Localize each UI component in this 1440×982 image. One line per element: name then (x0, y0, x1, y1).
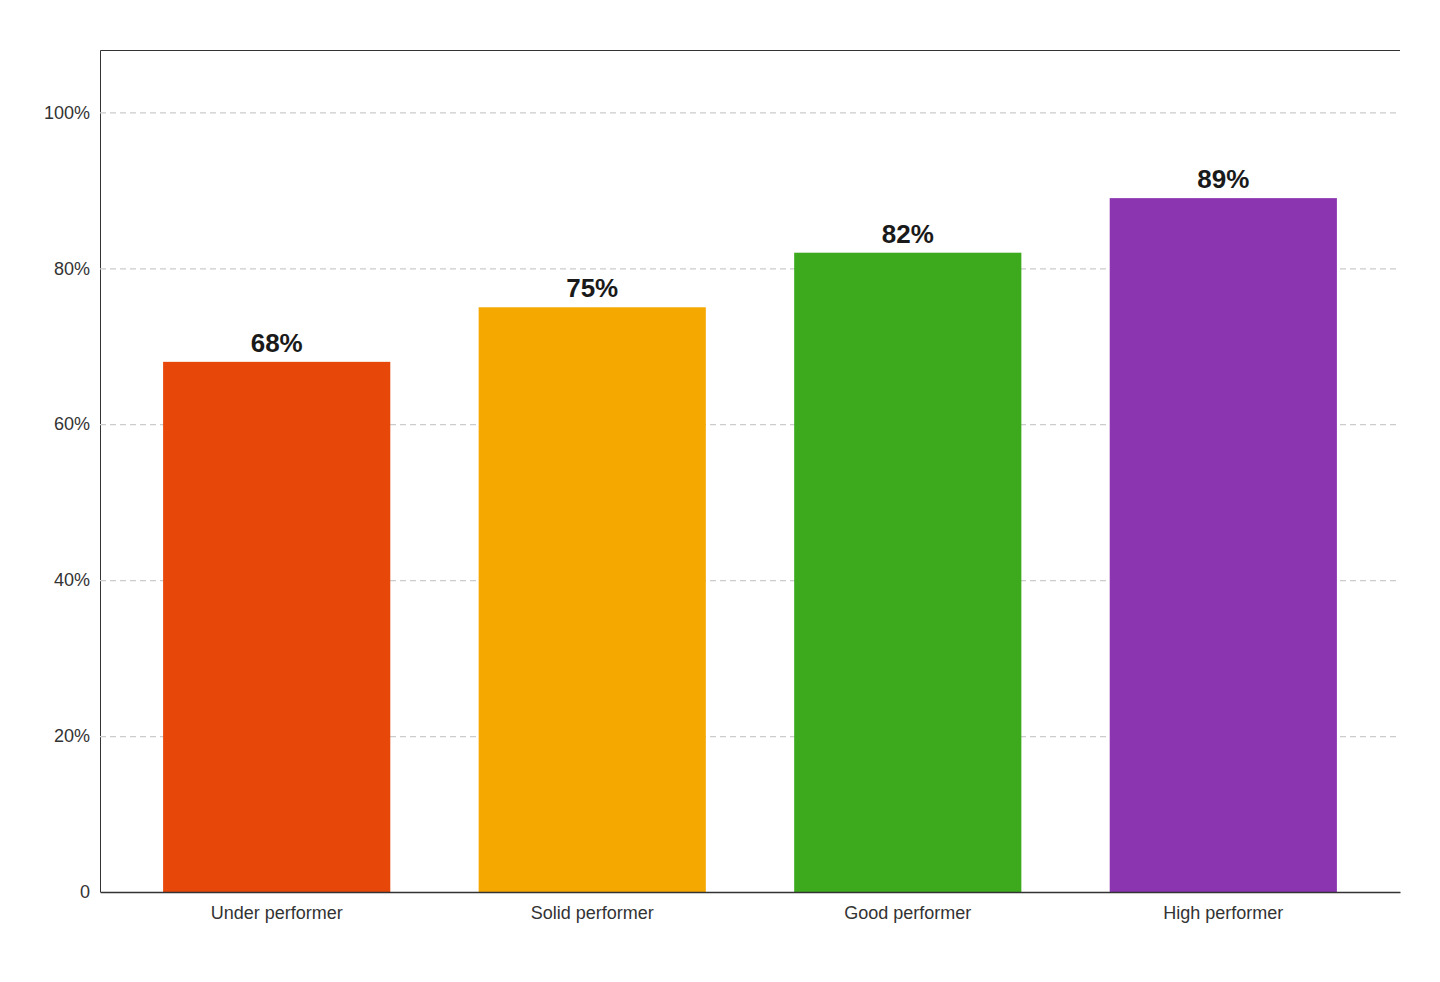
y-tick-label: 100% (44, 103, 90, 123)
x-tick-label: Under performer (211, 903, 343, 923)
x-tick-label: High performer (1163, 903, 1283, 923)
y-axis-line (101, 51, 1401, 893)
bar (163, 362, 390, 892)
y-tick-label: 80% (54, 259, 90, 279)
data-labels: 68% 75% 82% 89% (251, 164, 1250, 358)
x-tick: Under performer (211, 903, 343, 923)
bar (479, 307, 706, 892)
y-axis: 0 20% 40% 60% 80% 100% (44, 51, 1400, 903)
x-axis-line (101, 892, 1401, 894)
plot: 0 20% 40% 60% 80% 100% Under performer Solid pe… (44, 51, 1401, 923)
bar (794, 253, 1021, 892)
x-tick-label: Solid performer (531, 903, 654, 923)
y-tick-label: 60% (54, 414, 90, 434)
bars (163, 198, 1337, 892)
data-label: 82% (882, 219, 934, 249)
x-tick: Good performer (844, 903, 971, 923)
y-tick-label: 20% (54, 726, 90, 746)
grid-line (100, 892, 1400, 893)
x-tick: Solid performer (531, 903, 654, 923)
data-label: 89% (1197, 164, 1249, 194)
bar (1110, 198, 1337, 892)
chart-container: 0 20% 40% 60% 80% 100% Under performer Solid pe… (0, 0, 1440, 982)
y-tick-label: 0 (80, 882, 90, 902)
x-tick: High performer (1163, 903, 1283, 923)
x-axis: Under performer Solid performer Good perfo… (101, 893, 1401, 923)
y-tick: 100% (44, 103, 1400, 123)
y-tick-label: 40% (54, 570, 90, 590)
data-label: 75% (566, 273, 618, 303)
data-label: 68% (251, 328, 303, 358)
x-tick-label: Good performer (844, 903, 971, 923)
grid-line (100, 112, 1400, 113)
chart-svg: 0 20% 40% 60% 80% 100% Under performer Solid pe… (0, 0, 1440, 982)
